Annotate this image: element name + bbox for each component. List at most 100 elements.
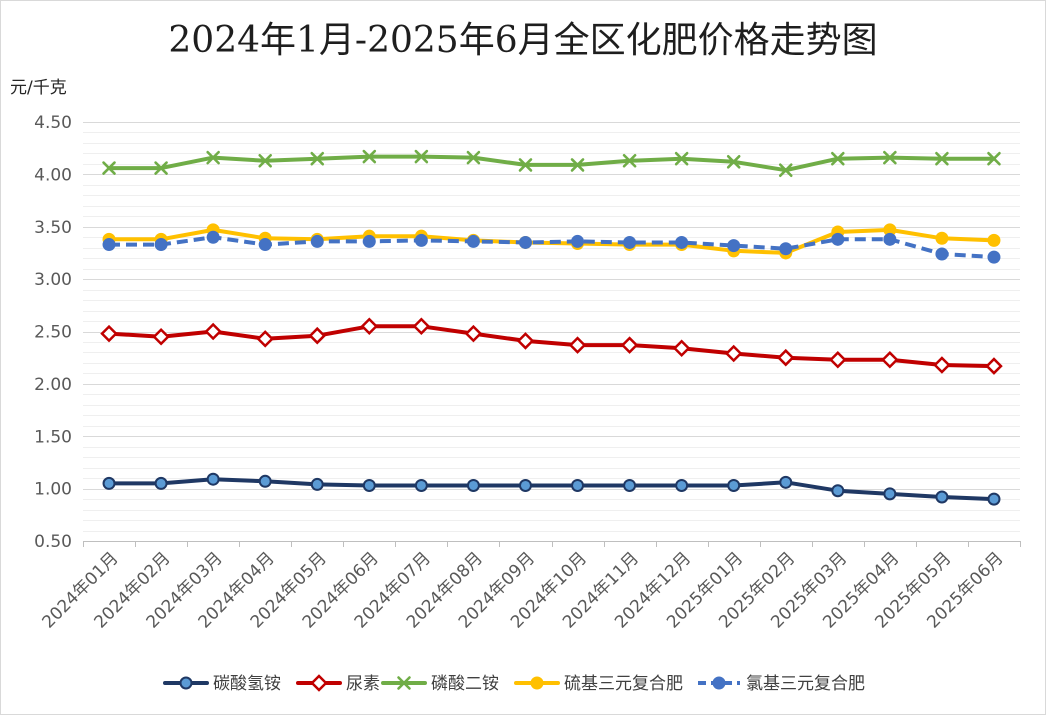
ammonium-bicarbonate-point <box>362 478 376 492</box>
ammonium-bicarbonate-point <box>831 484 845 498</box>
urea-point <box>881 351 899 369</box>
legend-label: 碳酸氢铵 <box>213 674 281 694</box>
urea-point <box>100 324 118 343</box>
chlorine-based-compound-fertilizer-point <box>518 235 532 249</box>
ammonium-bicarbonate-point <box>518 478 532 492</box>
urea-point <box>256 330 274 348</box>
legend-marker-swatch <box>310 674 328 692</box>
urea-point <box>464 324 483 343</box>
urea-point <box>620 336 639 354</box>
chlorine-based-compound-fertilizer-point <box>206 230 220 244</box>
ammonium-bicarbonate-point <box>466 478 480 492</box>
ammonium-bicarbonate-point <box>727 478 741 492</box>
y-tick-label: 0.50 <box>34 532 72 552</box>
diammonium-phosphate-series <box>102 149 1001 177</box>
diammonium-phosphate-point <box>570 158 585 172</box>
urea-point <box>985 357 1003 375</box>
ammonium-bicarbonate-point <box>258 474 272 488</box>
chlorine-based-compound-fertilizer-point <box>154 238 168 252</box>
legend-item-ammonium-bicarbonate: 碳酸氢铵 <box>163 674 281 694</box>
plot-series <box>100 149 1003 506</box>
chlorine-based-compound-fertilizer-point <box>623 235 637 249</box>
diammonium-phosphate-point <box>154 161 168 175</box>
urea-point <box>724 344 743 363</box>
legend-item-diammonium-phosphate: 磷酸二铵 <box>381 674 499 694</box>
sulfur-based-compound-fertilizer-point <box>987 233 1001 247</box>
diammonium-phosphate-point <box>987 151 1001 166</box>
chlorine-based-compound-fertilizer-line <box>109 235 995 260</box>
sulfur-based-compound-fertilizer-point <box>935 231 949 245</box>
legend: 碳酸氢铵 尿素 磷酸二铵 硫基三元复合肥 氯基三元复合肥 <box>163 674 865 694</box>
legend-item-urea: 尿素 <box>296 674 380 694</box>
diammonium-phosphate-point <box>206 150 220 165</box>
legend-label: 磷酸二铵 <box>431 674 499 694</box>
urea-series <box>100 317 1003 375</box>
chlorine-based-compound-fertilizer-point <box>935 247 949 261</box>
diammonium-phosphate-point <box>362 149 377 164</box>
y-tick-label: 1.00 <box>34 480 72 500</box>
diammonium-phosphate-point <box>674 151 689 166</box>
diammonium-phosphate-point <box>778 163 793 177</box>
urea-point <box>204 322 222 341</box>
chlorine-based-compound-fertilizer-point <box>727 239 741 253</box>
diammonium-phosphate-point <box>518 158 533 172</box>
y-tick-label: 3.50 <box>34 218 72 238</box>
diammonium-phosphate-point <box>102 161 116 175</box>
urea-point <box>933 356 951 374</box>
ammonium-bicarbonate-point <box>987 492 1001 506</box>
ammonium-bicarbonate-point <box>883 487 897 501</box>
ammonium-bicarbonate-point <box>310 477 324 491</box>
legend-marker-swatch <box>712 676 726 690</box>
legend-item-sulfur-based-compound-fertilizer: 硫基三元复合肥 <box>514 674 683 694</box>
legend-item-chlorine-based-compound-fertilizer: 氯基三元复合肥 <box>698 674 865 694</box>
y-tick-label: 2.50 <box>34 323 72 343</box>
chlorine-based-compound-fertilizer-point <box>987 250 1001 264</box>
chlorine-based-compound-fertilizer-point <box>102 238 116 252</box>
y-axis-unit-label: 元/千克 <box>10 78 67 98</box>
urea-point <box>360 317 379 336</box>
diammonium-phosphate-point <box>466 150 481 165</box>
ammonium-bicarbonate-point <box>154 476 168 490</box>
ammonium-bicarbonate-point <box>675 478 689 492</box>
urea-point <box>308 326 327 345</box>
ammonium-bicarbonate-point <box>571 478 585 492</box>
y-tick-label: 4.50 <box>34 113 72 133</box>
chart-title: 2024年1月-2025年6月全区化肥价格走势图 <box>168 20 877 61</box>
gridlines <box>83 122 1020 532</box>
diammonium-phosphate-point <box>310 151 325 166</box>
urea-point <box>516 332 535 350</box>
diammonium-phosphate-point <box>935 151 949 166</box>
urea-point <box>152 327 170 346</box>
y-tick-label: 1.50 <box>34 427 72 447</box>
ammonium-bicarbonate-line <box>107 477 996 502</box>
urea-point <box>568 336 587 354</box>
chlorine-based-compound-fertilizer-point <box>362 234 376 248</box>
legend-marker-swatch <box>179 676 193 690</box>
diammonium-phosphate-line <box>107 154 996 173</box>
urea-point <box>672 339 691 358</box>
chlorine-based-compound-fertilizer-point <box>414 233 428 247</box>
y-tick-label: 4.00 <box>34 165 72 185</box>
diammonium-phosphate-point <box>831 151 845 166</box>
ammonium-bicarbonate-point <box>206 472 220 486</box>
chlorine-based-compound-fertilizer-point <box>258 238 272 252</box>
legend-label: 尿素 <box>346 674 380 694</box>
diammonium-phosphate-point <box>622 153 637 168</box>
diammonium-phosphate-point <box>414 149 429 164</box>
urea-point <box>776 348 795 367</box>
ammonium-bicarbonate-point <box>935 490 949 504</box>
urea-point <box>412 317 431 336</box>
chlorine-based-compound-fertilizer-point <box>831 232 845 246</box>
chlorine-based-compound-fertilizer-point <box>883 232 897 246</box>
legend-label: 氯基三元复合肥 <box>746 674 865 694</box>
diammonium-phosphate-point <box>883 150 897 165</box>
legend-marker-swatch <box>397 676 411 690</box>
diammonium-phosphate-point <box>258 153 272 168</box>
y-tick-label: 3.00 <box>34 270 72 290</box>
ammonium-bicarbonate-point <box>623 478 637 492</box>
ammonium-bicarbonate-point <box>779 475 793 489</box>
legend-marker-swatch <box>530 676 544 690</box>
chlorine-based-compound-fertilizer-series <box>102 230 1001 264</box>
diammonium-phosphate-point <box>726 155 741 169</box>
